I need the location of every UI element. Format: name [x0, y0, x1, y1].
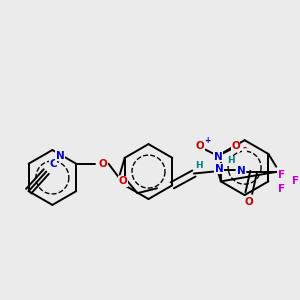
- Text: O: O: [98, 159, 107, 169]
- Text: F: F: [278, 169, 285, 179]
- Text: +: +: [204, 136, 210, 145]
- Text: F: F: [278, 184, 285, 194]
- Text: N: N: [56, 151, 64, 161]
- Text: O: O: [244, 197, 253, 207]
- Text: N: N: [215, 164, 224, 174]
- Text: N: N: [214, 152, 222, 162]
- Text: F: F: [292, 176, 299, 186]
- Text: -: -: [242, 143, 247, 153]
- Text: O: O: [118, 176, 127, 186]
- Text: N: N: [237, 166, 245, 176]
- Text: O: O: [196, 141, 205, 151]
- Text: C: C: [49, 159, 57, 169]
- Text: O: O: [231, 141, 240, 151]
- Text: H: H: [227, 156, 235, 165]
- Text: H: H: [195, 161, 202, 170]
